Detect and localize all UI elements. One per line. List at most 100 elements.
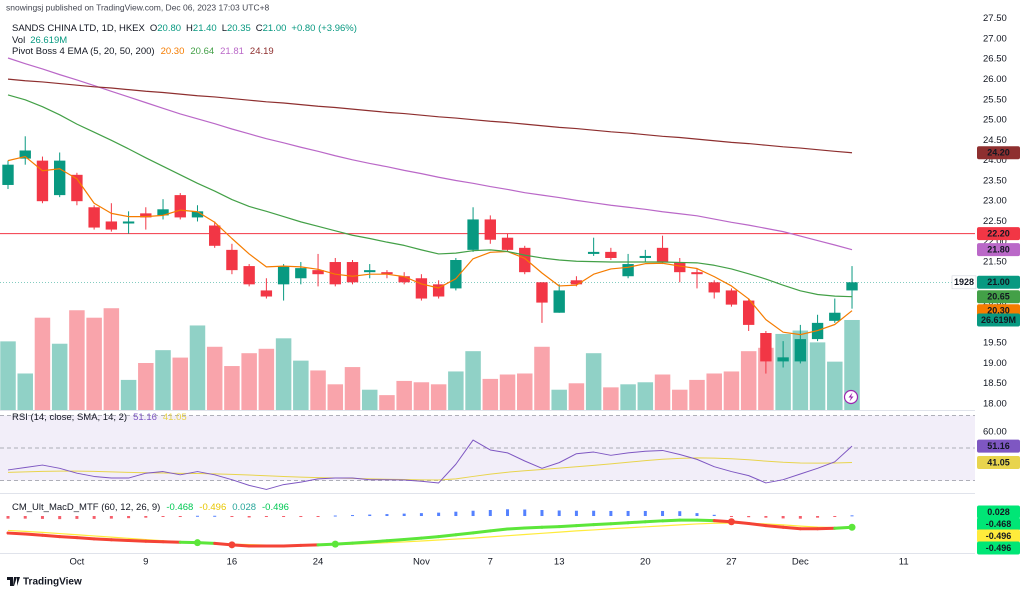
overlay-title: Pivot Boss 4 EMA (5, 20, 50, 200) — [12, 46, 155, 57]
candle-body — [398, 276, 410, 283]
volume-bar — [275, 338, 292, 410]
histogram-bar — [764, 516, 768, 518]
volume-bar — [34, 317, 51, 410]
cross-dot — [727, 518, 735, 526]
ohlc-value: 21.40 — [193, 23, 217, 34]
legend-row: RSI (14, close, SMA, 14, 2) 51.16 41.05 — [12, 412, 187, 423]
macd-segment — [6, 531, 27, 536]
histogram-bar — [506, 509, 510, 517]
volume-bar — [585, 353, 602, 410]
y-tick-label: 22.00 — [983, 236, 1007, 247]
logo-icon — [7, 577, 20, 586]
candle-body — [760, 333, 772, 362]
candle-body — [329, 262, 341, 285]
volume-bar — [568, 383, 585, 410]
x-tick-label: 24 — [313, 557, 324, 568]
candle-body — [622, 264, 634, 277]
candle-body — [226, 249, 238, 271]
candle-body — [794, 339, 807, 362]
macd-segment — [661, 518, 682, 523]
volume-bar — [379, 395, 395, 410]
histogram-bar — [592, 510, 596, 517]
published-note: snowingsj published on TradingView.com, … — [6, 2, 270, 12]
ohlc-key: L — [222, 23, 227, 34]
cross-dot — [848, 523, 856, 531]
macd-segment — [764, 524, 785, 529]
volume-bar — [189, 325, 206, 410]
macd-segment — [540, 525, 561, 529]
volume-bar — [672, 389, 688, 410]
logo-text: TradingView — [23, 577, 82, 588]
histogram-bar — [557, 510, 561, 517]
macd-segment — [747, 521, 768, 528]
macd-segment — [58, 535, 79, 540]
histogram-bar — [729, 516, 733, 518]
volume-bar — [361, 389, 378, 410]
macd-segment — [574, 523, 596, 528]
y-tick-label: 19.00 — [983, 358, 1007, 369]
volume-bar — [465, 351, 481, 410]
volume-bar — [689, 379, 705, 410]
histogram-bar — [368, 514, 372, 517]
macd-segment — [419, 535, 441, 540]
y-tick-label: 23.50 — [983, 175, 1007, 186]
histogram-bar — [195, 515, 199, 517]
histogram-bar — [678, 511, 682, 517]
macd-badge: 0.028 — [987, 507, 1010, 517]
macd-badge-bg — [977, 541, 1020, 555]
y-tick-label: 22.50 — [983, 216, 1007, 227]
histogram-bar — [626, 510, 630, 517]
price-badge-bg — [977, 275, 1020, 289]
candle-body — [209, 225, 221, 246]
rsi-legend-value: 51.16 — [133, 412, 157, 423]
ohlc-key: O — [150, 23, 157, 34]
y-tick-label: 18.50 — [983, 378, 1007, 389]
y-tick-label: 25.50 — [983, 94, 1007, 105]
x-tick-label: Dec — [792, 557, 809, 568]
rsi-title: RSI (14, close, SMA, 14, 2) — [12, 412, 127, 423]
ema-badge-bg — [977, 146, 1020, 160]
volume-bar — [482, 378, 499, 410]
macd-segment — [385, 538, 406, 543]
histogram-bar — [264, 516, 268, 518]
histogram-bar — [351, 515, 355, 517]
histogram-bar — [23, 516, 27, 519]
volume-bar — [241, 353, 257, 410]
volume-bar — [258, 348, 275, 410]
macd-badge: -0.468 — [986, 519, 1012, 529]
histogram-bar — [230, 516, 234, 518]
volume-bar — [224, 366, 240, 410]
rsi-badge: 51.16 — [987, 441, 1010, 451]
ema-legend-value: 20.64 — [190, 46, 214, 57]
y-tick-label: 18.00 — [983, 399, 1007, 410]
candle-body — [53, 160, 66, 196]
x-tick-label: 20 — [640, 557, 651, 568]
macd-badge: -0.496 — [986, 531, 1012, 541]
candle-body — [277, 266, 290, 285]
chart-title: SANDS CHINA LTD, 1D, HKEX — [12, 23, 146, 34]
rsi-badge: 41.05 — [987, 457, 1010, 467]
y-tick-label: 60.00 — [983, 426, 1007, 437]
macd-segment — [402, 536, 423, 542]
candle-body — [587, 251, 600, 254]
candle-body — [536, 282, 548, 303]
macd-legend-value: -0.496 — [262, 502, 289, 513]
macd-segment — [626, 520, 647, 525]
rsi-line — [7, 439, 853, 490]
volume-bar — [327, 384, 344, 410]
macd-legend-value: -0.496 — [199, 502, 226, 513]
macd-badge-bg — [977, 505, 1020, 519]
volume-bar — [155, 350, 171, 410]
histogram-bar — [213, 515, 217, 517]
legend-row: Pivot Boss 4 EMA (5, 20, 50, 200) 20.30 20… — [12, 46, 274, 57]
macd-segment — [23, 532, 44, 537]
candle-body — [71, 174, 83, 202]
macd-segment — [557, 524, 578, 529]
candle-body — [519, 247, 531, 273]
macd-segment — [488, 527, 510, 533]
candle-body — [777, 357, 789, 362]
ema-badge-bg — [977, 290, 1020, 304]
candle-body — [140, 213, 152, 218]
macd-title: CM_Ult_MacD_MTF (60, 12, 26, 9) — [12, 502, 160, 513]
histogram-bar — [282, 516, 286, 518]
